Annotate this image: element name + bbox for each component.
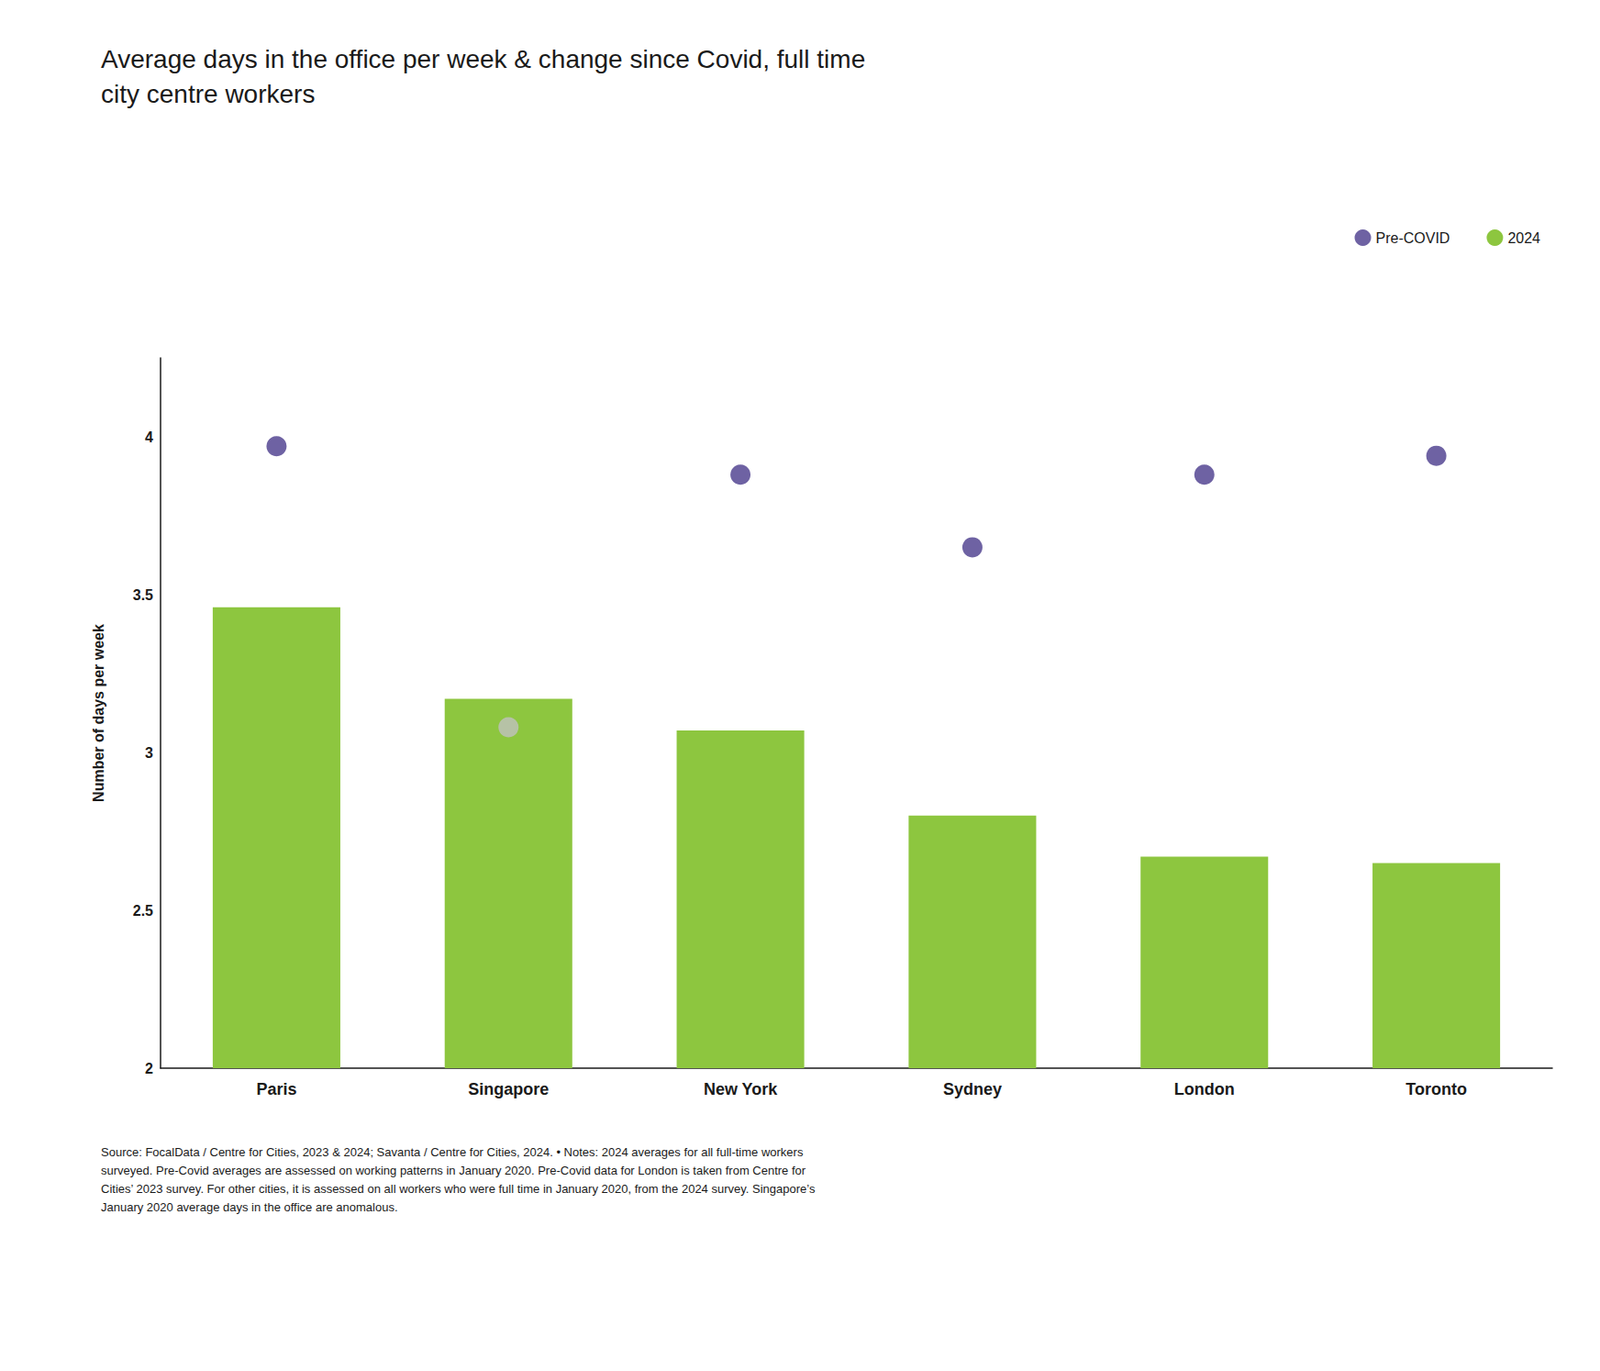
svg-text:New York: New York (703, 1079, 778, 1099)
svg-text:3.5: 3.5 (133, 587, 154, 603)
svg-text:Sydney: Sydney (943, 1079, 1002, 1099)
svg-text:Source: FocalData / Centre for: Source: FocalData / Centre for Cities, 2… (100, 1144, 804, 1159)
svg-text:Singapore: Singapore (467, 1079, 549, 1099)
svg-text:Number of days per week: Number of days per week (90, 623, 107, 802)
svg-text:Pre-COVID: Pre-COVID (1376, 230, 1451, 246)
svg-text:Toronto: Toronto (1405, 1079, 1467, 1099)
svg-text:January 2020 average days in t: January 2020 average days in the office … (100, 1200, 399, 1214)
svg-text:Paris: Paris (255, 1079, 297, 1099)
svg-text:4: 4 (144, 429, 154, 445)
svg-text:city centre workers: city centre workers (100, 79, 315, 109)
svg-text:Cities’ 2023 survey. For other: Cities’ 2023 survey. For other cities, i… (100, 1181, 816, 1196)
svg-text:London: London (1174, 1079, 1235, 1099)
svg-text:2024: 2024 (1507, 230, 1541, 246)
svg-text:3: 3 (144, 744, 154, 761)
svg-text:Average days in the office per: Average days in the office per week & ch… (100, 44, 866, 74)
svg-text:2: 2 (144, 1060, 154, 1077)
svg-text:2.5: 2.5 (133, 902, 154, 919)
svg-text:surveyed. Pre-Covid averages a: surveyed. Pre-Covid averages are assesse… (100, 1163, 807, 1178)
